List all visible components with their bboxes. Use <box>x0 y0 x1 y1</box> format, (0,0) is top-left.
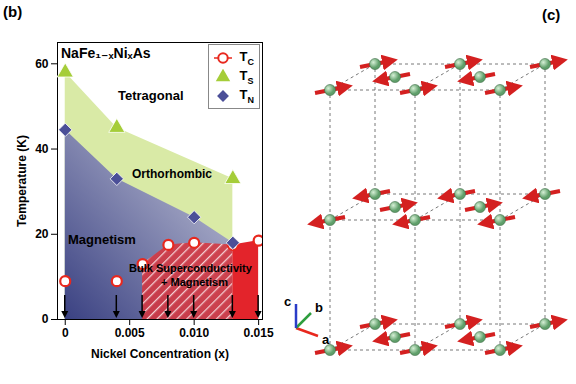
svg-text:Temperature (K): Temperature (K) <box>15 135 29 227</box>
svg-text:0.010: 0.010 <box>179 326 209 340</box>
svg-text:(c): (c) <box>542 6 560 23</box>
svg-text:0.015: 0.015 <box>244 326 274 340</box>
html-text:Tetragonal: Tetragonal <box>118 88 184 103</box>
html-text:Orthorhombic: Orthorhombic <box>132 167 212 181</box>
html-text:TN: TN <box>239 86 254 105</box>
svg-text:Nickel Concentration (x): Nickel Concentration (x) <box>91 347 229 361</box>
html-text:NaFe₁₋ₓNiₓAs: NaFe₁₋ₓNiₓAs <box>61 45 151 61</box>
html-text:TC: TC <box>239 48 254 67</box>
html-text:TS: TS <box>239 67 254 86</box>
svg-text:c: c <box>284 294 291 309</box>
svg-text:20: 20 <box>35 227 49 241</box>
html-text:(b): (b) <box>3 3 23 20</box>
svg-text:40: 40 <box>35 142 49 156</box>
html-text:Bulk Superconductivity: Bulk Superconductivity <box>129 262 252 274</box>
svg-text:b: b <box>315 300 323 315</box>
html-text:+ Magnetism: + Magnetism <box>161 276 228 288</box>
svg-text:0: 0 <box>62 326 69 340</box>
svg-text:0: 0 <box>42 312 49 326</box>
svg-text:a: a <box>322 332 330 347</box>
svg-text:0.005: 0.005 <box>115 326 145 340</box>
svg-text:60: 60 <box>35 57 49 71</box>
html-text:Magnetism: Magnetism <box>68 232 136 247</box>
